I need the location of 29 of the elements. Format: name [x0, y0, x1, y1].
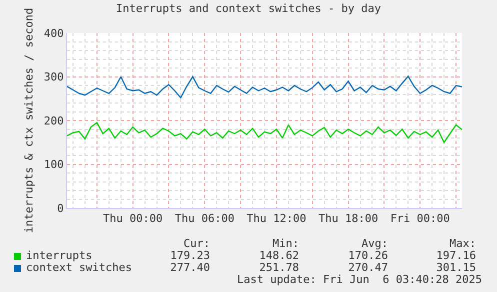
- x-tick-label: Thu 06:00: [174, 212, 234, 226]
- y-tick-label: 300: [44, 70, 64, 84]
- x-tick-label: Fri 00:00: [390, 212, 450, 226]
- y-tick-label: 0: [57, 202, 64, 215]
- text: 277.40: [170, 261, 210, 274]
- line-series: [67, 122, 462, 143]
- y-tick-label: 200: [44, 114, 64, 128]
- text: 197.16: [436, 249, 476, 262]
- line-series: [67, 76, 462, 98]
- y-tick-label: 100: [44, 158, 64, 172]
- text: Cur:: [184, 237, 210, 250]
- text: 170.26: [348, 249, 388, 262]
- y-tick-label: 400: [44, 26, 64, 40]
- text: 270.47: [348, 261, 388, 274]
- text: 179.23: [170, 249, 210, 262]
- text: 148.62: [259, 249, 299, 262]
- text: Last update: Fri Jun 6 03:40:28 2025: [236, 273, 482, 286]
- text: Min:: [272, 237, 299, 250]
- text: Avg:: [362, 237, 388, 250]
- text: Max:: [450, 237, 476, 250]
- chart-title: Interrupts and context switches - by day: [116, 2, 382, 16]
- text: 251.78: [259, 261, 299, 274]
- legend-label: interrupts: [26, 249, 92, 262]
- x-tick-label: Thu 00:00: [103, 212, 163, 226]
- legend-label: context switches: [26, 261, 132, 274]
- text: 301.15: [436, 261, 476, 274]
- x-tick-label: Thu 18:00: [318, 212, 378, 226]
- y-axis-title: interrupts & ctx switches / second: [22, 8, 36, 234]
- x-tick-label: Thu 12:00: [246, 212, 306, 226]
